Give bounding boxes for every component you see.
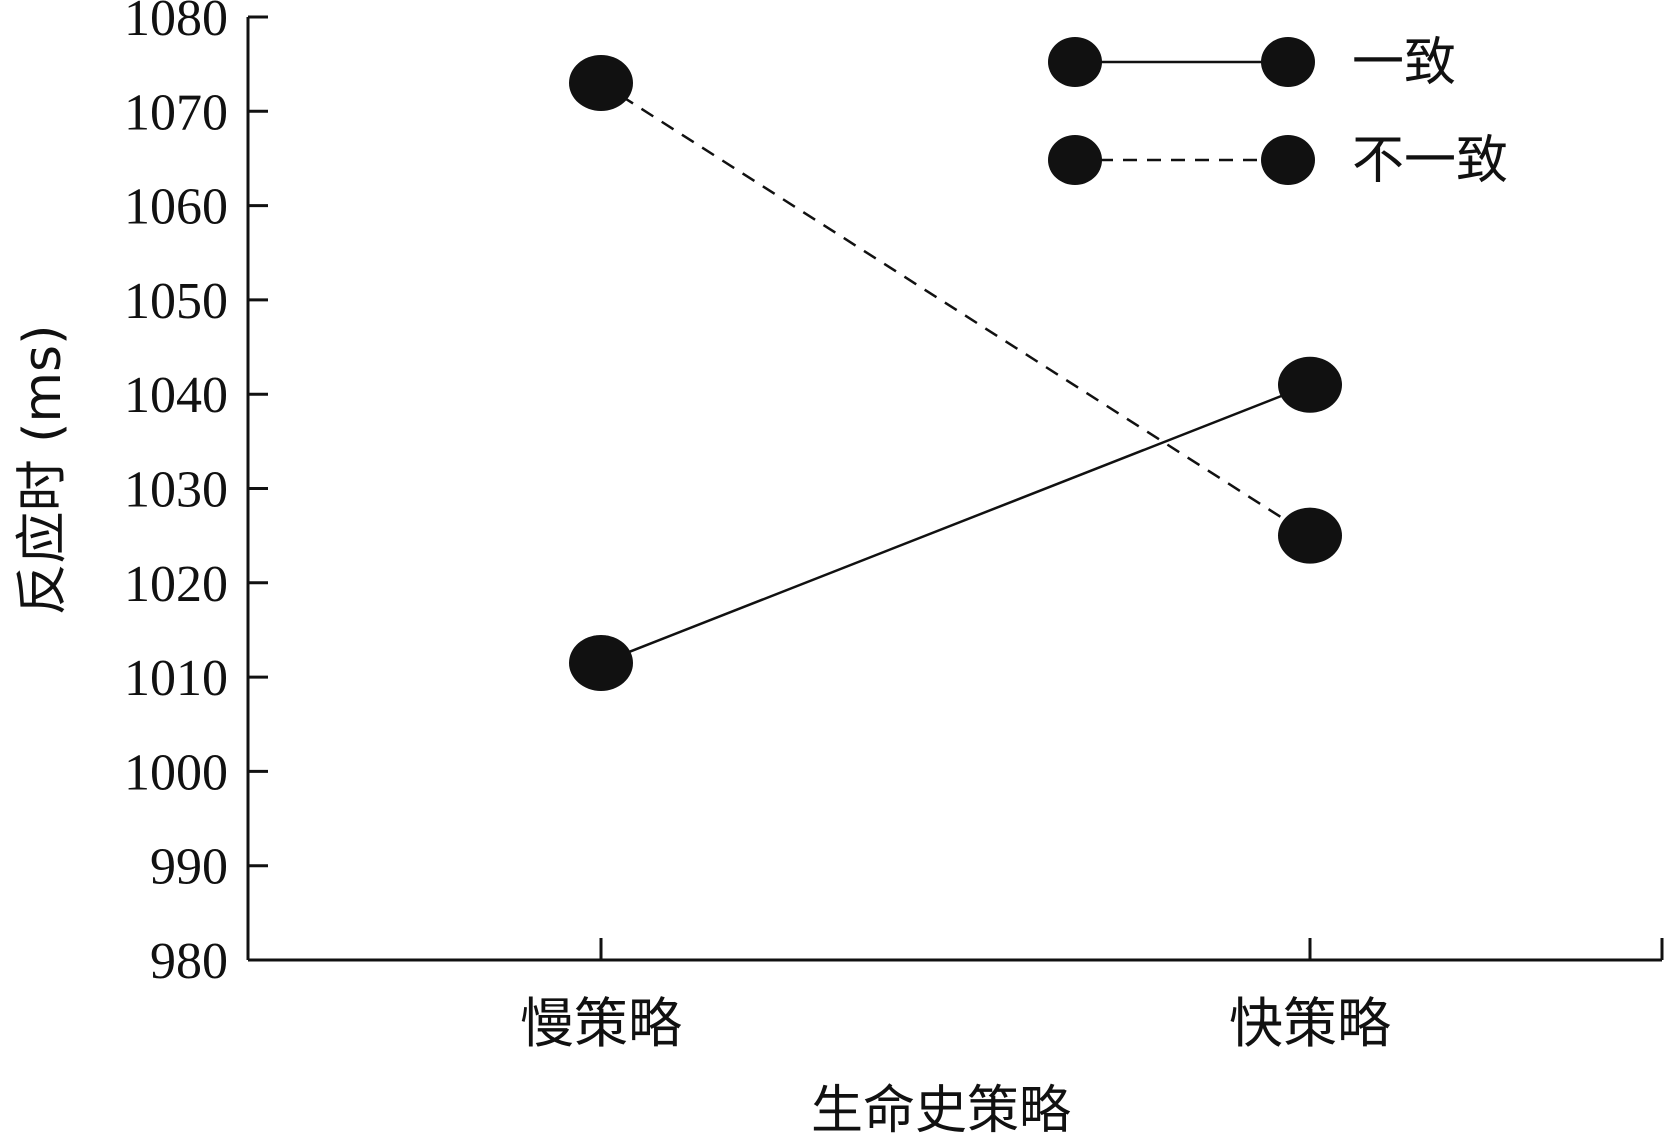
y-tick-label: 1020 <box>124 556 228 613</box>
x-tick-label: 快策略 <box>1229 992 1391 1055</box>
data-point <box>569 55 633 112</box>
data-point <box>569 634 633 691</box>
x-tick-label: 慢策略 <box>520 992 682 1055</box>
x-axis-ticks: 慢策略 快策略 <box>520 938 1664 1055</box>
y-tick-label: 990 <box>150 839 228 896</box>
series-layer <box>569 55 1342 691</box>
legend-label: 不一致 <box>1352 131 1508 191</box>
y-tick-label: 1060 <box>124 179 228 236</box>
legend-marker <box>1048 135 1102 185</box>
series-2 <box>569 55 1342 564</box>
series-line <box>600 81 1311 537</box>
y-axis-ticks: 980 990 1000 1010 1020 1030 1040 1050 1060 1070 10… <box>124 0 268 990</box>
x-axis-title: 生命史策略 <box>811 1081 1071 1141</box>
y-tick-label: 980 <box>150 933 228 990</box>
legend-marker <box>1261 135 1315 185</box>
y-tick-label: 1000 <box>124 744 228 801</box>
y-tick-label: 1040 <box>124 367 228 424</box>
data-point <box>1278 356 1342 413</box>
legend-marker <box>1048 37 1102 87</box>
legend-item: 一致 <box>1048 33 1456 93</box>
y-tick-label: 1010 <box>124 650 228 707</box>
y-tick-label: 1050 <box>124 273 228 330</box>
legend-item: 不一致 <box>1048 131 1508 191</box>
legend-label: 一致 <box>1352 33 1456 93</box>
y-tick-label: 1070 <box>124 84 228 141</box>
series-1 <box>569 356 1342 691</box>
legend-marker <box>1261 37 1315 87</box>
y-tick-label: 1030 <box>124 462 228 519</box>
series-line <box>600 383 1311 665</box>
y-axis-title: 反应时 (ms) <box>13 325 73 616</box>
data-point <box>1278 507 1342 564</box>
y-tick-label: 1080 <box>124 0 228 47</box>
